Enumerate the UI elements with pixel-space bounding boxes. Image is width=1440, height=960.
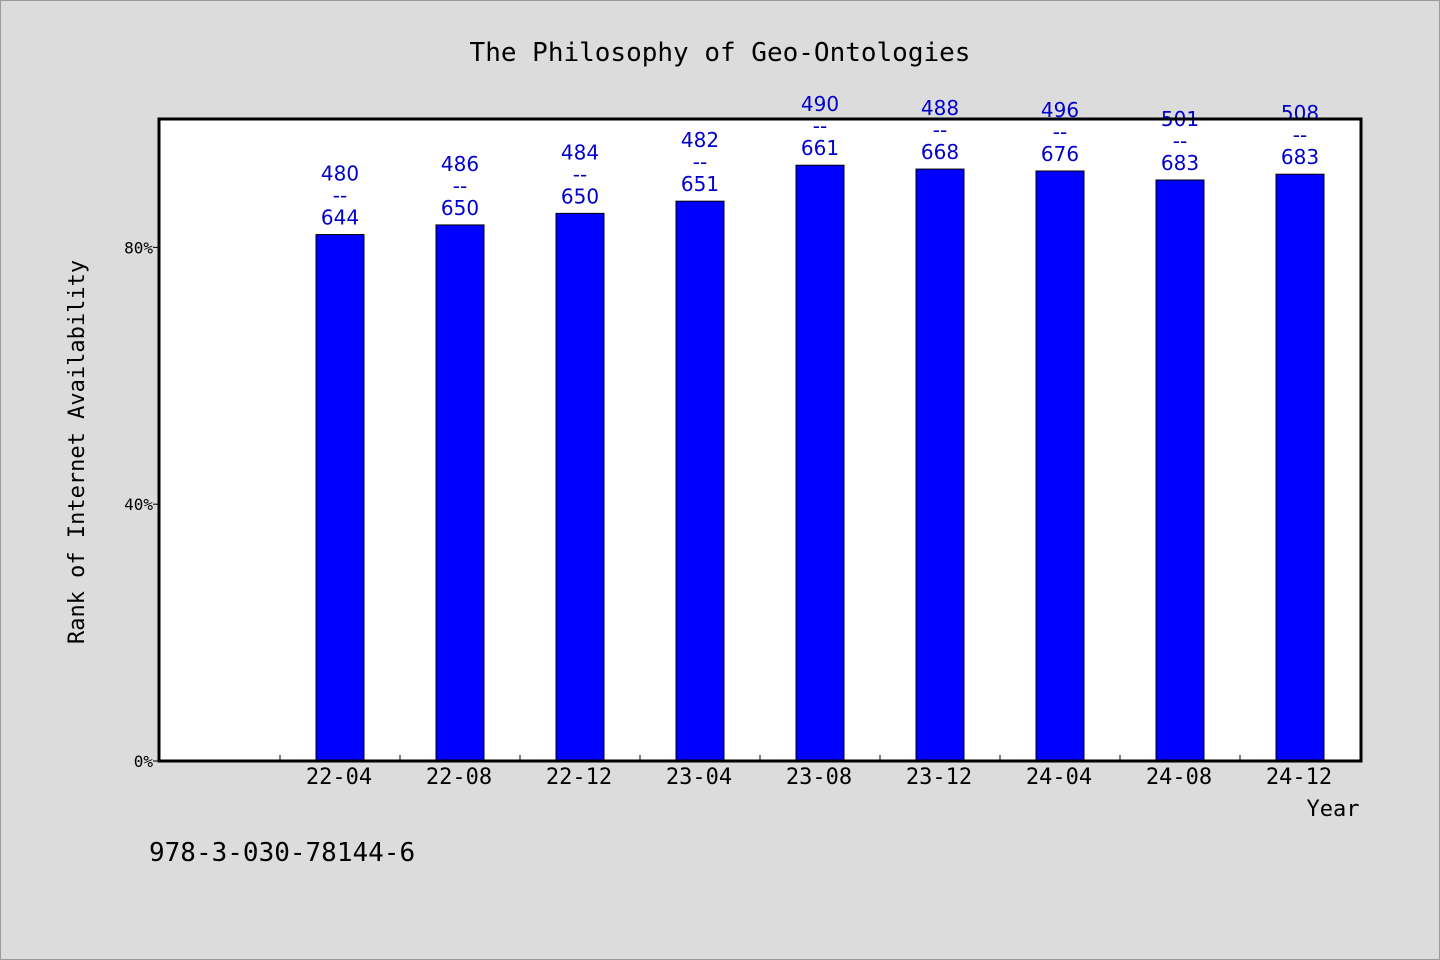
x-tick-label: 22-12 — [546, 765, 612, 790]
data-label: 490 — [801, 92, 839, 116]
y-axis: 0% 40% 80% — [124, 238, 159, 771]
x-tick-label: 24-04 — [1026, 765, 1092, 790]
x-tick-label: 22-04 — [306, 765, 372, 790]
data-label: 683 — [1281, 145, 1319, 169]
x-tick-label: 23-04 — [666, 765, 732, 790]
data-label: 650 — [561, 184, 599, 208]
data-label: 651 — [681, 172, 719, 196]
x-tick-label: 23-12 — [906, 765, 972, 790]
y-tick-label: 0% — [134, 752, 154, 771]
data-label: -- — [453, 174, 467, 198]
data-label: 676 — [1041, 142, 1079, 166]
data-label: 488 — [921, 96, 959, 120]
data-label: -- — [333, 184, 347, 208]
data-labels: 480--644486--650484--650482--651490--661… — [321, 92, 1319, 229]
data-label: 644 — [321, 206, 359, 230]
data-label: -- — [933, 118, 947, 142]
data-label: -- — [693, 150, 707, 174]
data-label: 480 — [321, 162, 359, 186]
x-axis-label: Year — [1307, 797, 1360, 822]
plot-border — [157, 117, 1363, 763]
bar — [1155, 179, 1205, 762]
chart-title: The Philosophy of Geo-Ontologies — [470, 38, 971, 68]
data-label: 661 — [801, 136, 839, 160]
bar — [675, 200, 725, 762]
data-label: -- — [1293, 123, 1307, 147]
y-axis-label: Rank of Internet Availability — [65, 260, 90, 644]
data-label: 668 — [921, 140, 959, 164]
bar — [315, 234, 365, 762]
footer-isbn: 978-3-030-78144-6 — [149, 838, 415, 868]
x-tick-label: 22-08 — [426, 765, 492, 790]
data-label: 683 — [1161, 151, 1199, 175]
y-tick-label: 80% — [124, 238, 153, 257]
x-tick-label: 24-12 — [1266, 765, 1332, 790]
data-label: 484 — [561, 140, 599, 164]
data-label: 650 — [441, 196, 479, 220]
data-label: -- — [573, 162, 587, 186]
data-label: 482 — [681, 128, 719, 152]
y-tick-label: 40% — [124, 495, 153, 514]
bar — [1275, 173, 1325, 762]
x-tick-label: 23-08 — [786, 765, 852, 790]
bar — [435, 224, 485, 762]
bar — [1035, 170, 1085, 762]
data-label: -- — [1173, 129, 1187, 153]
bar — [555, 212, 605, 762]
bar — [915, 168, 965, 762]
data-label: 508 — [1281, 101, 1319, 125]
bar — [795, 164, 845, 762]
data-label: 486 — [441, 152, 479, 176]
x-axis: 22-04 22-08 22-12 23-04 23-08 23-12 24-04 24-08… — [279, 755, 1361, 790]
data-label: -- — [1053, 120, 1067, 144]
x-tick-label: 24-08 — [1146, 765, 1212, 790]
bar-series — [315, 164, 1325, 762]
